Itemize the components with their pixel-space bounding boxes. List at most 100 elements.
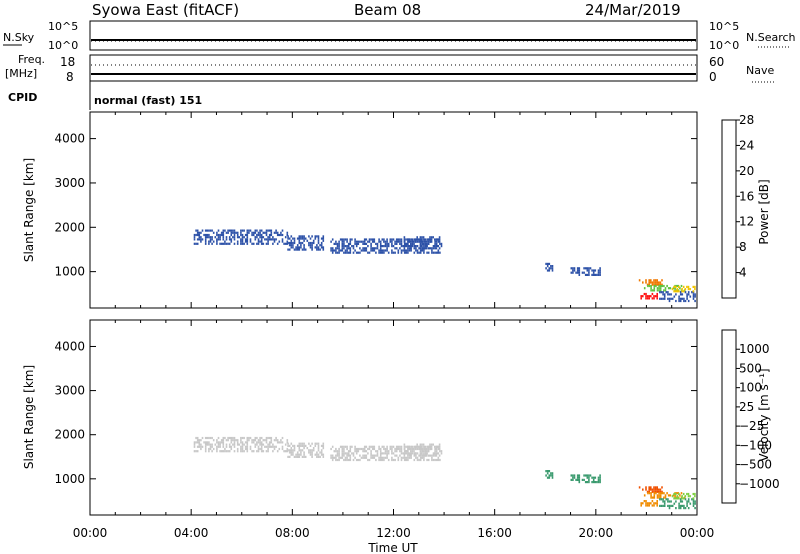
- velocity-echo-cell: [236, 439, 239, 442]
- power-echo-cell: [296, 248, 299, 251]
- velocity-echo-cell: [403, 450, 406, 453]
- power-echo-cell: [424, 247, 426, 250]
- velocity-echo-cell: [241, 445, 244, 448]
- power-echo-cell: [286, 231, 289, 234]
- power-echo-cell: [576, 267, 579, 270]
- velocity-echo-cell: [430, 443, 433, 446]
- power-echo-cell: [426, 240, 428, 243]
- velocity-echo-cell: [421, 452, 423, 455]
- power-echo-cell: [336, 251, 339, 254]
- velocity-echo-cell: [391, 450, 393, 453]
- velocity-echo-cell: [675, 507, 677, 510]
- velocity-echo-cell: [408, 445, 410, 448]
- power-echo-cell: [694, 299, 696, 303]
- power-echo-cell: [351, 245, 353, 248]
- velocity-echo-cell: [654, 502, 657, 505]
- velocity-echo-cell: [588, 476, 590, 479]
- power-echo-cell: [432, 247, 435, 250]
- velocity-echo-cell: [333, 450, 336, 453]
- velocity-echo-cell: [440, 452, 443, 455]
- power-echo-cell: [599, 273, 601, 276]
- power-echo-cell: [389, 238, 392, 241]
- power-echo-cell: [403, 251, 406, 254]
- velocity-echo-cell: [228, 450, 231, 453]
- velocity-echo-cell: [643, 494, 646, 497]
- velocity-echo-cell: [298, 455, 301, 458]
- velocity-echo-cell: [421, 445, 423, 448]
- velocity-echo-cell: [395, 450, 398, 453]
- velocity-echo-cell: [278, 447, 281, 451]
- velocity-echo-cell: [198, 441, 201, 444]
- velocity-echo-cell: [200, 445, 202, 448]
- power-echo-cell: [670, 293, 672, 296]
- velocity-echo-cell: [311, 442, 313, 445]
- velocity-echo-cell: [254, 445, 257, 448]
- power-echo-cell: [421, 245, 423, 248]
- power-echo-cell: [381, 249, 384, 252]
- power-echo-cell: [415, 249, 417, 252]
- velocity-echo-cell: [352, 454, 355, 457]
- velocity-echo-cell: [222, 439, 225, 442]
- velocity-echo-cell: [200, 439, 202, 442]
- velocity-echo-cell: [251, 441, 253, 444]
- power-echo-cell: [591, 269, 593, 272]
- power-echo-cell: [322, 248, 325, 251]
- power-echo-cell: [240, 240, 242, 243]
- velocity-echo-cell: [546, 476, 549, 479]
- power-echo-cell: [394, 240, 396, 243]
- velocity-echo-cell: [426, 447, 428, 451]
- power-echo-cell: [278, 240, 281, 243]
- velocity-echo-cell: [389, 447, 392, 451]
- velocity-echo-cell: [687, 500, 690, 503]
- velocity-echo-cell: [293, 447, 296, 450]
- power-echo-cell: [316, 244, 318, 247]
- power-echo-cell: [691, 291, 693, 294]
- velocity-echo-cell: [431, 456, 433, 459]
- power-echo-cell: [674, 285, 677, 288]
- velocity-echo-cell: [379, 456, 382, 459]
- velocity-echo-cell: [548, 474, 551, 477]
- power-echo-cell: [303, 239, 305, 242]
- power-echo-cell: [314, 246, 317, 249]
- velocity-echo-cell: [341, 456, 344, 459]
- velocity-echo-cell: [283, 450, 285, 453]
- velocity-echo-cell: [664, 494, 667, 497]
- power-echo-cell: [684, 299, 687, 303]
- power-echo-cell: [359, 247, 361, 250]
- velocity-echo-cell: [682, 492, 685, 496]
- velocity-echo-cell: [317, 453, 320, 456]
- power-echo-cell: [304, 248, 307, 251]
- power-echo-cell: [201, 229, 204, 232]
- power-echo-cell: [645, 279, 647, 282]
- power-echo-cell: [368, 251, 371, 254]
- power-echo-cell: [196, 238, 199, 241]
- velocity-echo-cell: [349, 445, 352, 448]
- velocity-echo-cell: [320, 451, 323, 454]
- power-echo-cell: [402, 249, 404, 252]
- velocity-echo-cell: [309, 444, 312, 447]
- velocity-echo-cell: [440, 450, 443, 453]
- velocity-echo-cell: [243, 450, 245, 453]
- velocity-echo-cell: [403, 454, 406, 457]
- velocity-echo-cell: [597, 481, 600, 484]
- velocity-echo-cell: [252, 439, 255, 442]
- power-echo-cell: [416, 236, 418, 239]
- power-echo-cell: [678, 299, 680, 303]
- velocity-echo-cell: [217, 441, 220, 444]
- power-echo-cell: [246, 229, 249, 232]
- power-echo-cell: [431, 251, 433, 254]
- power-echo-cell: [217, 229, 220, 232]
- velocity-echo-cell: [429, 445, 431, 448]
- velocity-echo-cell: [216, 439, 218, 442]
- velocity-echo-cell: [435, 450, 438, 453]
- power-echo-cell: [405, 245, 408, 248]
- power-echo-cell: [352, 247, 355, 250]
- power-echo-cell: [204, 238, 207, 241]
- power-echo-cell: [410, 238, 412, 241]
- velocity-echo-cell: [352, 458, 355, 462]
- velocity-echo-cell: [233, 439, 236, 442]
- velocity-echo-cell: [344, 452, 347, 455]
- power-echo-cell: [246, 242, 249, 245]
- velocity-echo-cell: [429, 447, 431, 451]
- power-echo-cell: [208, 233, 210, 237]
